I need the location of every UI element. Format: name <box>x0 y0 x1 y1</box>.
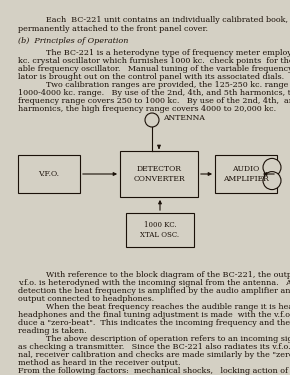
Text: The BC-221 is a heterodyne type of frequency meter employing a 1000: The BC-221 is a heterodyne type of frequ… <box>46 49 290 57</box>
Text: duce a "zero-beat".  This indicates the incoming frequency and the dial: duce a "zero-beat". This indicates the i… <box>18 319 290 327</box>
Text: method as heard in the receiver output.: method as heard in the receiver output. <box>18 359 180 367</box>
Text: When the beat frequency reaches the audible range it is heard in the: When the beat frequency reaches the audi… <box>46 303 290 311</box>
Circle shape <box>263 158 281 176</box>
Text: frequency range covers 250 to 1000 kc.   By use of the 2nd, 4th,  and 5th: frequency range covers 250 to 1000 kc. B… <box>18 97 290 105</box>
Text: output connected to headphones.: output connected to headphones. <box>18 295 154 303</box>
Bar <box>215 155 277 193</box>
Text: AUDIO
AMPLIFIER: AUDIO AMPLIFIER <box>223 165 269 183</box>
Text: kc. crystal oscillator which furnishes 1000 kc.  check points  for the vari-: kc. crystal oscillator which furnishes 1… <box>18 57 290 65</box>
Text: reading is taken.: reading is taken. <box>18 327 87 335</box>
Text: V.F.O.: V.F.O. <box>39 170 59 178</box>
Text: lator is brought out on the control panel with its associated dials.: lator is brought out on the control pane… <box>18 73 284 81</box>
Text: nal, receiver calibration and checks are made similarly by the "zero-beat": nal, receiver calibration and checks are… <box>18 351 290 359</box>
Bar <box>120 151 198 197</box>
Text: as checking a transmitter.   Since the BC-221 also radiates its v.f.o. sig-: as checking a transmitter. Since the BC-… <box>18 343 290 351</box>
Text: DETECTOR
CONVERTER: DETECTOR CONVERTER <box>133 165 185 183</box>
Text: headphones and the final tuning adjustment is made  with the v.f.o. to pro-: headphones and the final tuning adjustme… <box>18 311 290 319</box>
Bar <box>18 155 80 193</box>
Text: From the following factors:  mechanical shocks,   locking action of: From the following factors: mechanical s… <box>18 367 288 375</box>
Text: ANTENNA: ANTENNA <box>163 114 205 122</box>
Text: detection the beat frequency is amplified by the audio amplifier and its: detection the beat frequency is amplifie… <box>18 287 290 295</box>
Text: able frequency oscillator.   Manual tuning of the variable frequency oscil-: able frequency oscillator. Manual tuning… <box>18 65 290 73</box>
Circle shape <box>145 113 159 127</box>
Text: Two calibration ranges are provided, the 125-250 kc. range and the: Two calibration ranges are provided, the… <box>46 81 290 89</box>
Text: harmonics, the high frequency range covers 4000 to 20,000 kc.: harmonics, the high frequency range cove… <box>18 105 276 113</box>
Text: permanently attached to the front panel cover.: permanently attached to the front panel … <box>18 25 208 33</box>
Text: 1000 KC.
XTAL OSC.: 1000 KC. XTAL OSC. <box>140 221 180 238</box>
Circle shape <box>263 172 281 190</box>
Text: Each  BC-221 unit contains an individually calibrated book, MC-177,: Each BC-221 unit contains an individuall… <box>46 16 290 24</box>
Text: v.f.o. is heterodyned with the incoming signal from the antenna.   After: v.f.o. is heterodyned with the incoming … <box>18 279 290 287</box>
Text: (b)  Principles of Operation: (b) Principles of Operation <box>18 37 128 45</box>
Bar <box>126 213 194 247</box>
Text: 1000-4000 kc. range.   By use of the 2nd, 4th, and 5th harmonics, the low: 1000-4000 kc. range. By use of the 2nd, … <box>18 89 290 97</box>
Text: With reference to the block diagram of the BC-221, the output of the: With reference to the block diagram of t… <box>46 271 290 279</box>
Text: The above description of operation refers to an incoming signal  such: The above description of operation refer… <box>46 335 290 343</box>
